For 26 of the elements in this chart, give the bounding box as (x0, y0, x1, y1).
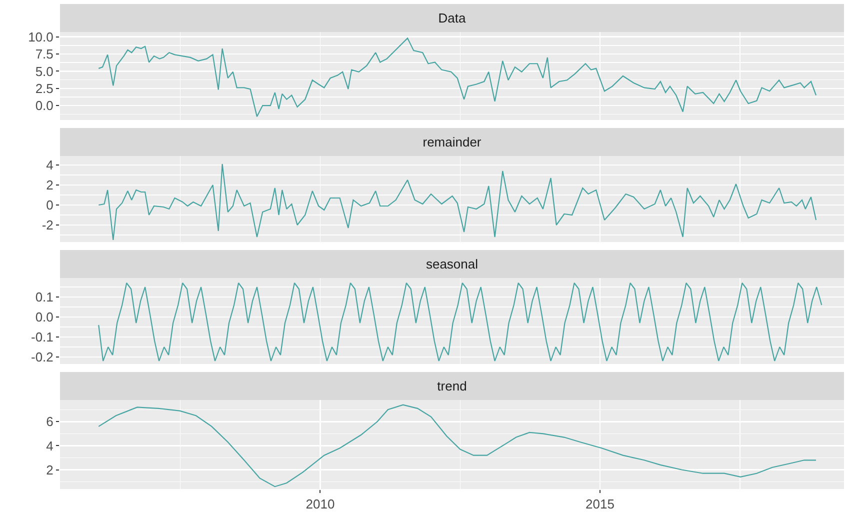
y-tick-label: 2.5 (35, 80, 54, 96)
line-series (98, 404, 817, 488)
line-series (98, 282, 822, 362)
y-tick-label: 2 (46, 462, 54, 478)
chart-title: remainder (422, 134, 482, 150)
chart-title: seasonal (426, 256, 478, 272)
y-tick-label: 7.5 (35, 46, 54, 62)
chart-title: trend (437, 378, 467, 394)
y-tick-label: 0 (46, 198, 54, 213)
x-tick-label: 2010 (306, 496, 335, 512)
y-tick-label: -0.2 (30, 350, 54, 365)
y-tick-label: 5.0 (35, 64, 54, 79)
line-series (98, 38, 817, 118)
y-tick-label: 10.0 (28, 29, 54, 44)
chart-title: Data (438, 10, 466, 26)
y-tick-label: -0.1 (30, 330, 54, 345)
y-tick-label: 6 (46, 414, 54, 430)
line-series (98, 163, 817, 241)
y-tick-label: 4 (46, 438, 54, 454)
y-tick-label: 0.1 (35, 290, 54, 305)
y-tick-label: 0.0 (35, 98, 54, 114)
x-tick-label: 2015 (586, 496, 614, 512)
y-tick-label: 0.0 (35, 310, 54, 325)
y-tick-label: -2 (42, 218, 54, 233)
y-tick-label: 2 (46, 178, 54, 193)
y-tick-label: 4 (46, 158, 54, 173)
